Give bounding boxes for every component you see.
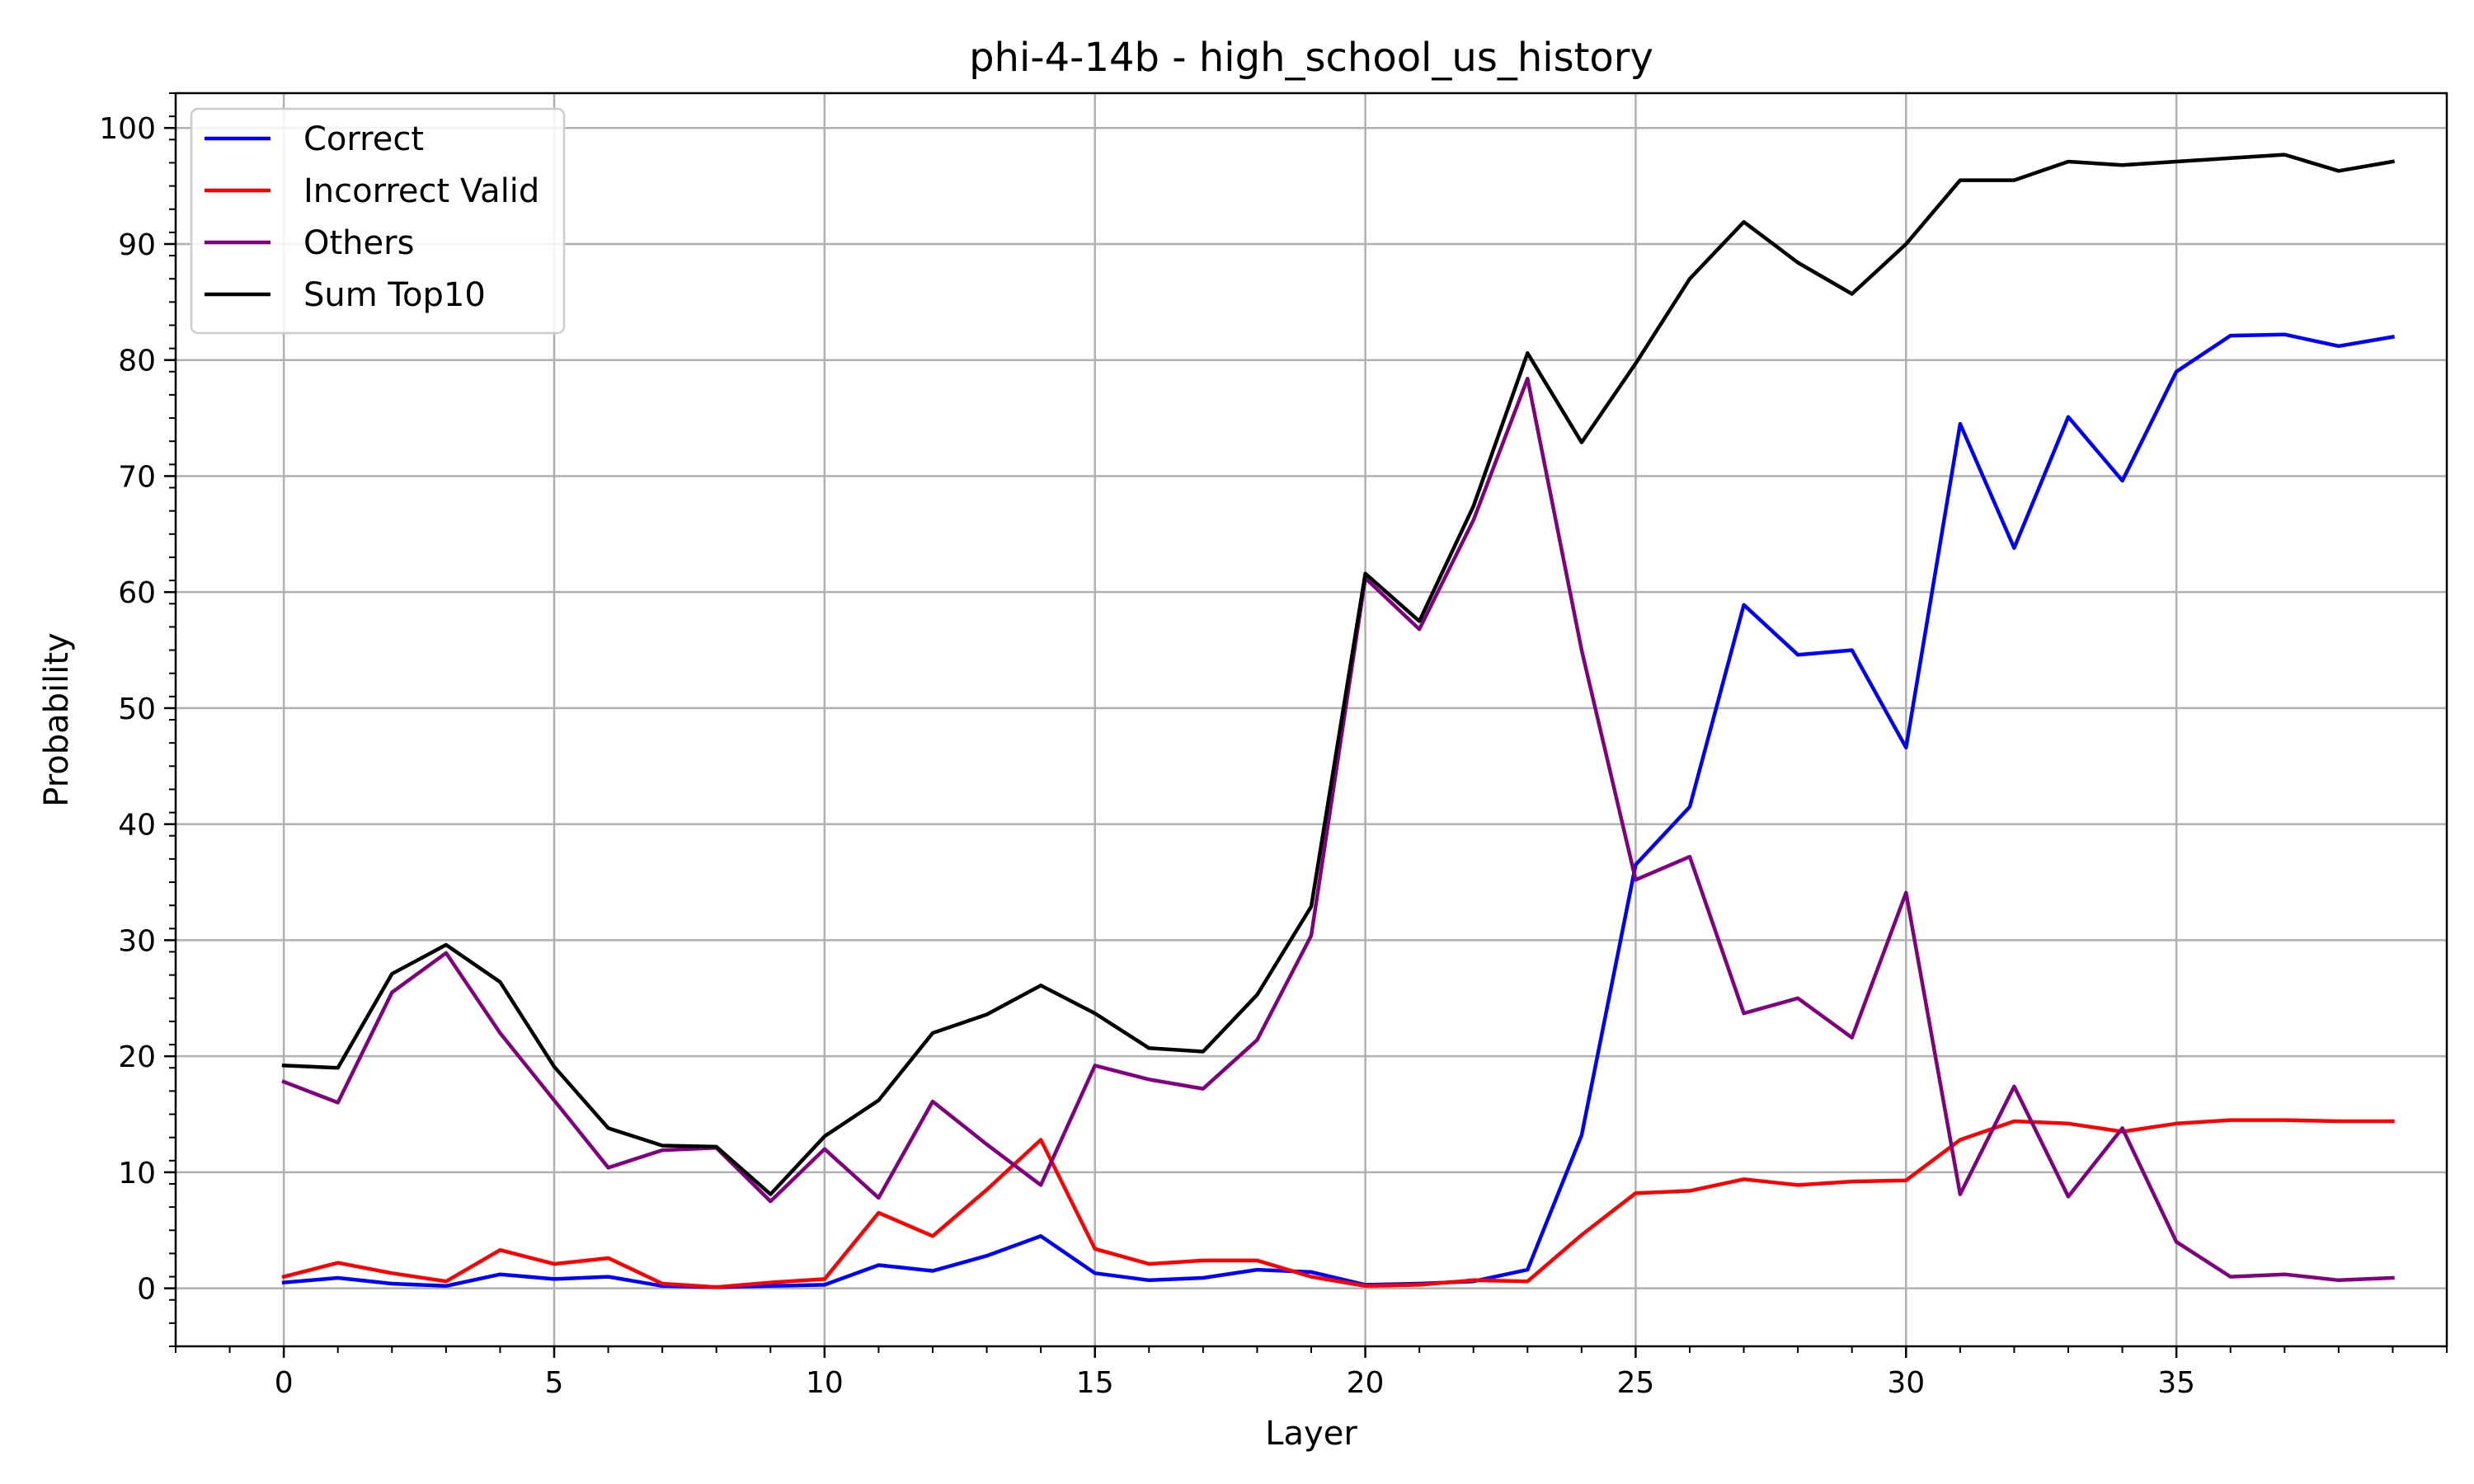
legend-label: Correct bbox=[303, 120, 424, 158]
x-tick-label: 30 bbox=[1887, 1366, 1925, 1400]
chart-title: phi-4-14b - high_school_us_history bbox=[969, 35, 1653, 81]
y-axis-label: Probability bbox=[38, 632, 76, 806]
legend-label: Sum Top10 bbox=[303, 276, 486, 314]
y-tick-label: 80 bbox=[118, 345, 156, 378]
x-tick-label: 15 bbox=[1076, 1366, 1114, 1400]
y-tick-label: 20 bbox=[118, 1040, 156, 1074]
grid-lines bbox=[176, 93, 2447, 1346]
y-tick-label: 100 bbox=[99, 112, 156, 146]
axis-ticks: 0 5 10 15 20 25 30 35 0 10 20 30 40 50 60 70 80 90 100 bbox=[99, 92, 2448, 1400]
legend-label: Others bbox=[303, 224, 414, 262]
y-tick-label: 10 bbox=[118, 1157, 156, 1190]
legend-label: Incorrect Valid bbox=[303, 172, 539, 210]
y-tick-label: 50 bbox=[118, 693, 156, 726]
x-axis-label: Layer bbox=[1265, 1415, 1357, 1453]
legend: Correct Incorrect Valid Others Sum Top10 bbox=[190, 107, 566, 335]
x-tick-label: 25 bbox=[1617, 1366, 1655, 1400]
series-line-incorrect-valid bbox=[281, 1118, 2395, 1289]
x-tick-label: 5 bbox=[545, 1366, 564, 1400]
series-line-correct bbox=[281, 332, 2395, 1289]
series-line-sum-top10 bbox=[281, 153, 2395, 1196]
x-tick-label: 20 bbox=[1347, 1366, 1385, 1400]
series-lines bbox=[281, 153, 2395, 1289]
x-tick-label: 10 bbox=[806, 1366, 844, 1400]
x-tick-label: 35 bbox=[2157, 1366, 2195, 1400]
y-tick-label: 70 bbox=[118, 460, 156, 494]
y-tick-label: 30 bbox=[118, 924, 156, 958]
y-tick-label: 90 bbox=[118, 228, 156, 262]
y-tick-label: 60 bbox=[118, 576, 156, 610]
x-tick-label: 0 bbox=[275, 1366, 294, 1400]
y-tick-label: 0 bbox=[137, 1273, 156, 1307]
y-tick-label: 40 bbox=[118, 809, 156, 843]
series-line-others bbox=[281, 376, 2395, 1283]
legend-box bbox=[190, 107, 566, 335]
